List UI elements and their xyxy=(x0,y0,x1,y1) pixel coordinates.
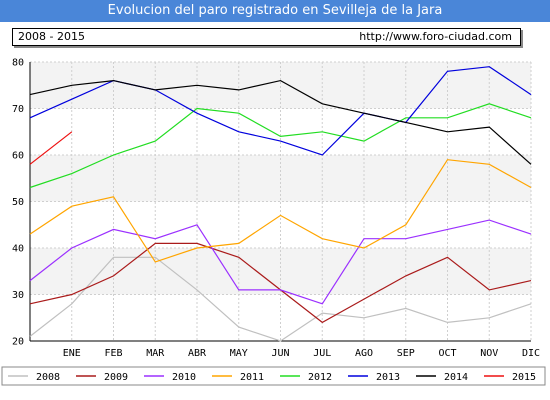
series-line-2011 xyxy=(29,159,532,263)
y-tick-label: 60 xyxy=(12,151,24,162)
series-line-2012 xyxy=(29,103,532,189)
x-tick-label: DIC xyxy=(522,348,540,359)
info-box: 2008 - 2015 http://www.foro-ciudad.com xyxy=(12,28,521,46)
legend-label-2009: 2009 xyxy=(104,372,128,383)
x-tick-label: FEB xyxy=(104,348,122,359)
year-range-label: 2008 - 2015 xyxy=(18,30,85,43)
x-tick-labels: ENE FEB MAR ABR MAY JUN JUL AGO SEP OCT NOV DIC xyxy=(63,348,540,359)
y-tick-label: 80 xyxy=(12,58,24,69)
legend-box xyxy=(1,366,546,386)
y-tick-label: 50 xyxy=(12,197,24,208)
series-line-2015 xyxy=(29,131,73,165)
x-tick-label: NOV xyxy=(480,348,498,359)
series-line-2008 xyxy=(29,256,532,342)
legend-label-2008: 2008 xyxy=(36,372,60,383)
series-line-2010 xyxy=(29,219,532,305)
legend-label-2014: 2014 xyxy=(444,372,468,383)
series-line-2014 xyxy=(29,79,532,165)
source-url-label: http://www.foro-ciudad.com xyxy=(359,30,512,43)
legend: 2008 2009 2010 2011 2012 2013 2014 2015 xyxy=(1,366,546,386)
y-tick-label: 20 xyxy=(12,337,24,348)
legend-label-2010: 2010 xyxy=(172,372,196,383)
y-tick-label: 40 xyxy=(12,244,24,255)
x-tick-label: OCT xyxy=(438,348,456,359)
y-tick-labels: 20 30 40 50 60 70 80 xyxy=(12,58,24,348)
chart-title: Evolucion del paro registrado en Seville… xyxy=(0,0,550,22)
x-tick-label: MAY xyxy=(230,348,248,359)
background-band xyxy=(30,62,531,109)
x-tick-label: MAR xyxy=(146,348,165,359)
y-tick-label: 30 xyxy=(12,290,24,301)
x-tick-label: ENE xyxy=(63,348,81,359)
x-tick-label: AGO xyxy=(355,348,373,359)
x-tick-label: JUL xyxy=(313,348,331,359)
y-tick-label: 70 xyxy=(12,104,24,115)
legend-label-2012: 2012 xyxy=(308,372,332,383)
x-tick-label: JUN xyxy=(271,348,289,359)
series-lines xyxy=(29,66,532,342)
x-tick-label: ABR xyxy=(188,348,207,359)
legend-label-2013: 2013 xyxy=(376,372,400,383)
legend-label-2015: 2015 xyxy=(512,372,536,383)
legend-label-2011: 2011 xyxy=(240,372,264,383)
x-tick-label: SEP xyxy=(397,348,415,359)
